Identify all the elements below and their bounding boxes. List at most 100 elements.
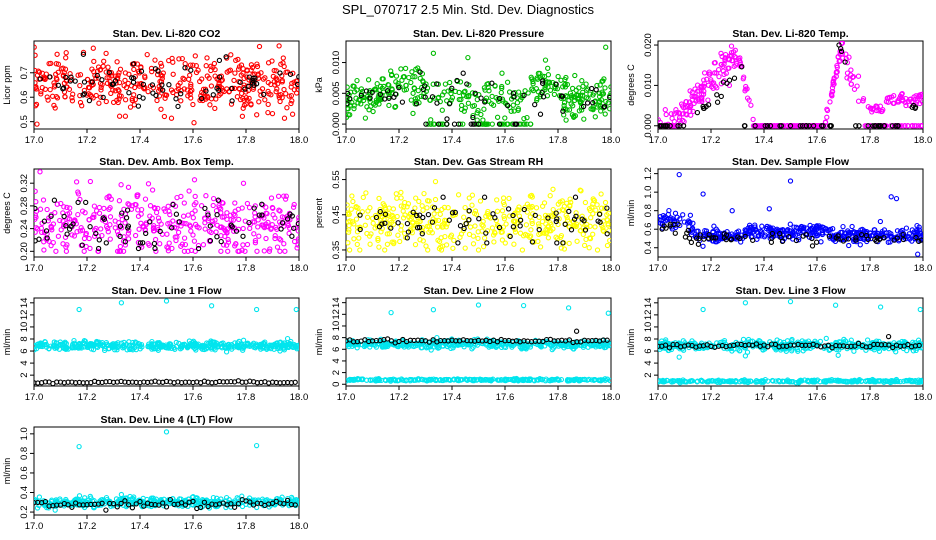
data-point — [831, 75, 837, 81]
data-point — [506, 213, 513, 219]
data-point — [528, 227, 534, 233]
data-point — [357, 226, 363, 233]
data-point — [499, 83, 505, 90]
data-point — [468, 121, 474, 127]
data-point — [199, 95, 205, 102]
data-point — [168, 115, 175, 121]
data-point — [151, 240, 158, 247]
data-point — [186, 188, 192, 194]
data-point — [117, 243, 124, 250]
data-point — [885, 239, 891, 245]
y-tick-label: 0.010 — [643, 74, 654, 98]
y-tick-label: 14 — [331, 297, 342, 308]
data-point — [809, 235, 815, 242]
data-point — [218, 248, 224, 254]
data-point — [541, 200, 548, 206]
data-point — [363, 190, 369, 196]
data-point — [53, 71, 59, 77]
data-point — [800, 233, 806, 239]
data-point — [74, 229, 80, 235]
panel-title: Stan. Dev. Line 1 Flow — [111, 285, 222, 297]
data-point — [399, 77, 405, 83]
data-point — [422, 83, 428, 89]
data-point — [521, 92, 527, 99]
data-point — [492, 83, 498, 89]
data-point — [558, 376, 565, 383]
data-point — [271, 343, 278, 350]
data-point — [602, 103, 608, 110]
data-point — [250, 75, 256, 81]
data-point — [163, 298, 170, 304]
data-point — [126, 90, 132, 96]
data-point — [514, 377, 520, 383]
data-point — [567, 203, 573, 209]
data-point — [389, 239, 395, 245]
data-point — [346, 114, 350, 120]
data-point — [592, 224, 598, 230]
data-point — [236, 248, 242, 254]
data-point — [80, 49, 87, 56]
data-point — [469, 192, 476, 198]
x-tick-label: 18.0 — [602, 392, 621, 403]
data-point — [742, 231, 748, 237]
data-point — [726, 77, 733, 83]
data-point — [245, 340, 251, 346]
data-point — [145, 181, 152, 187]
data-point — [596, 211, 603, 217]
data-point — [388, 338, 395, 344]
data-point — [54, 51, 60, 57]
data-point — [466, 376, 473, 383]
data-point — [602, 376, 608, 382]
data-point — [459, 376, 465, 383]
data-point — [225, 248, 231, 254]
data-point — [397, 238, 403, 245]
y-tick-label: 0.020 — [643, 33, 654, 57]
data-point — [190, 215, 196, 221]
data-point — [604, 205, 610, 211]
data-point — [117, 223, 124, 229]
data-point — [838, 237, 844, 243]
data-point — [281, 115, 288, 121]
data-point — [529, 218, 535, 224]
data-point — [470, 241, 477, 247]
panel-4: Stan. Dev. Amb. Box Temp.17.0 17.2 17.4 17.… — [2, 156, 308, 274]
data-point — [446, 217, 452, 223]
data-point — [888, 234, 894, 240]
data-point — [731, 75, 738, 81]
data-point — [183, 221, 189, 227]
data-point — [558, 245, 564, 251]
data-point — [828, 91, 835, 97]
data-point — [440, 224, 446, 230]
data-point — [199, 89, 205, 96]
data-point — [170, 201, 176, 208]
data-point — [158, 106, 164, 112]
data-point — [91, 341, 97, 348]
data-point — [917, 94, 923, 100]
data-point — [444, 116, 450, 122]
data-point — [228, 217, 234, 223]
data-point — [104, 75, 110, 81]
data-point — [79, 103, 85, 109]
data-point — [867, 105, 873, 111]
data-point — [107, 222, 113, 228]
data-point — [150, 85, 157, 91]
data-point — [431, 205, 438, 211]
data-point — [87, 224, 93, 230]
data-point — [455, 192, 462, 198]
data-point — [704, 76, 710, 82]
data-point — [722, 51, 729, 58]
data-point — [471, 376, 478, 383]
data-point — [573, 328, 580, 334]
data-point — [246, 204, 253, 211]
data-point — [114, 59, 120, 65]
data-point — [408, 79, 414, 86]
data-point — [210, 339, 217, 345]
data-point — [916, 238, 922, 245]
data-point — [347, 218, 353, 224]
data-point — [234, 344, 241, 350]
data-point — [135, 207, 141, 213]
data-point — [582, 227, 589, 233]
data-point — [462, 204, 468, 211]
